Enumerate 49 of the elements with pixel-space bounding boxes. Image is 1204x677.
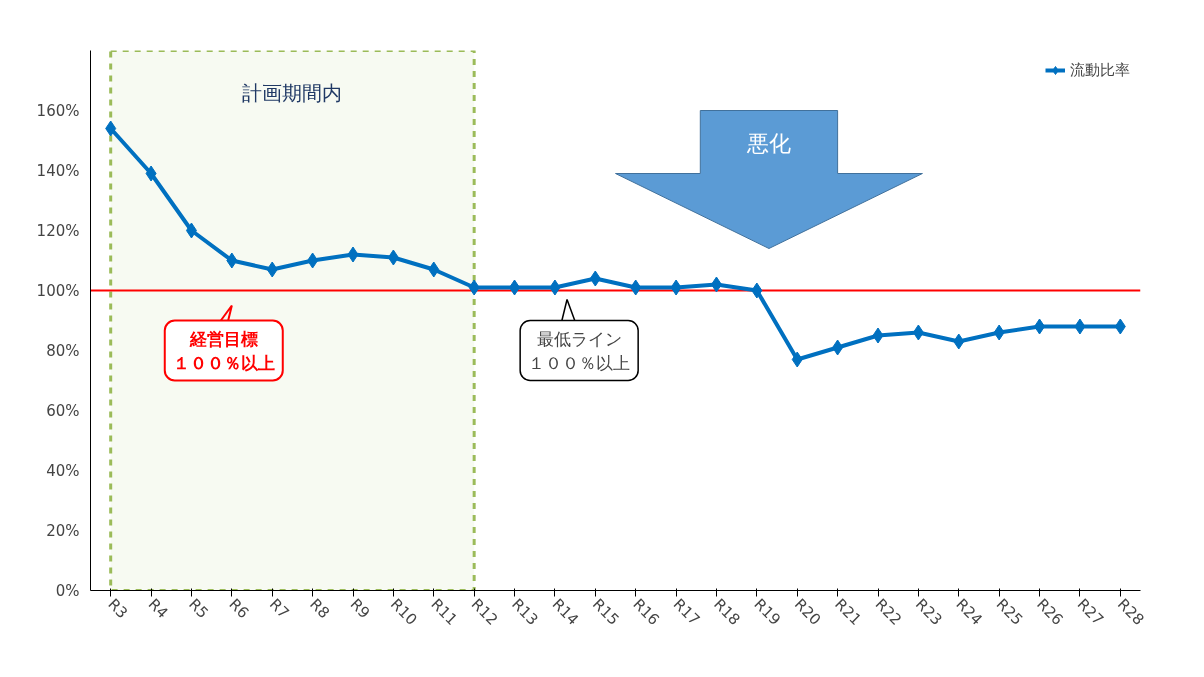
point <box>710 276 722 293</box>
point <box>1074 318 1086 335</box>
x-tick-label: R8 <box>306 595 334 622</box>
y-tick-label: 60% <box>46 401 80 420</box>
x-tick-label: R5 <box>185 595 212 622</box>
x-tick-label: R3 <box>104 595 132 622</box>
point <box>387 249 399 266</box>
point <box>428 261 440 278</box>
point <box>589 270 601 287</box>
point <box>468 279 480 296</box>
y-tick-label: 40% <box>46 461 80 480</box>
point <box>549 279 561 296</box>
point <box>630 279 642 296</box>
point <box>509 279 521 296</box>
y-tick-label: 20% <box>46 521 80 540</box>
point <box>791 351 803 368</box>
x-tick-label: R9 <box>346 595 374 622</box>
y-tick-label: 160% <box>36 101 80 120</box>
point <box>266 261 278 278</box>
x-tick-label: R27 <box>1073 595 1108 629</box>
point <box>912 324 924 341</box>
y-tick-label: 100% <box>36 281 80 300</box>
point <box>347 246 359 263</box>
point <box>145 165 157 182</box>
legend-label: 流動比率 <box>1070 60 1130 80</box>
annotation: 悪化 <box>745 130 791 156</box>
point <box>226 252 238 269</box>
y-tick-label: 140% <box>36 161 80 180</box>
x-tick-label: R17 <box>669 595 704 629</box>
point <box>670 279 682 296</box>
x-tick-label: R4 <box>144 595 172 622</box>
point <box>307 252 319 269</box>
y-tick-label: 80% <box>46 341 80 360</box>
x-tick-label: R6 <box>225 595 253 622</box>
point <box>1034 318 1046 335</box>
point <box>953 333 965 350</box>
band-label: 計画期間内 <box>242 80 343 105</box>
point <box>105 120 117 137</box>
x-tick-label: R7 <box>265 595 293 622</box>
point <box>872 327 884 344</box>
y-tick-label: 120% <box>36 221 80 240</box>
annotation: 最低ライン１００％以上 <box>528 328 631 373</box>
y-tick-label: 0% <box>55 581 80 600</box>
point <box>185 222 197 239</box>
point <box>832 339 844 356</box>
point <box>993 324 1005 341</box>
point <box>751 282 763 299</box>
ref-line-label: 経営目標１００％以上 <box>172 328 275 373</box>
point <box>1114 318 1126 335</box>
